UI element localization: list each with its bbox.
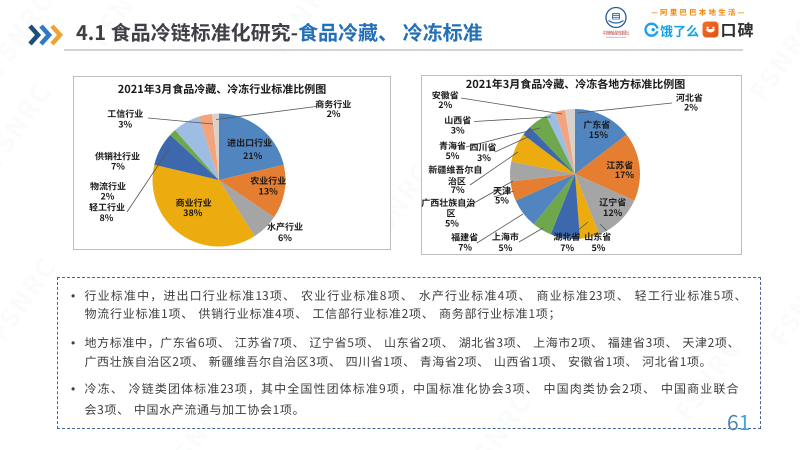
svg-text:21%: 21% (243, 149, 263, 162)
svg-text:物流行业: 物流行业 (90, 179, 126, 192)
svg-text:3%: 3% (451, 123, 465, 136)
svg-text:农业行业: 农业行业 (250, 174, 286, 187)
svg-text:2%: 2% (101, 189, 115, 202)
svg-text:广东省: 广东省 (583, 118, 610, 131)
svg-text:12%: 12% (603, 206, 623, 219)
svg-text:3%: 3% (118, 118, 132, 131)
svg-text:供销社行业: 供销社行业 (95, 150, 140, 163)
svg-text:福建省: 福建省 (451, 231, 478, 244)
svg-text:中国食品安全报社: 中国食品安全报社 (603, 30, 630, 37)
svg-text:安徽省: 安徽省 (432, 88, 459, 101)
svg-text:2%: 2% (327, 107, 341, 120)
svg-text:青海省: 青海省 (439, 139, 466, 152)
svg-text:5%: 5% (445, 217, 459, 230)
svg-text:7%: 7% (451, 183, 465, 196)
svg-text:6%: 6% (278, 231, 292, 244)
svg-text:13%: 13% (259, 185, 279, 198)
svg-text:轻工行业: 轻工行业 (89, 201, 125, 214)
svg-text:5%: 5% (498, 241, 512, 254)
svg-text:上海市: 上海市 (492, 230, 519, 243)
svg-text:5%: 5% (495, 194, 509, 207)
svg-text:7%: 7% (111, 160, 125, 173)
svg-text:湖北省: 湖北省 (553, 230, 580, 243)
svg-text:商务行业: 商务行业 (315, 97, 351, 110)
svg-text:区: 区 (446, 207, 455, 220)
svg-text:进出口行业: 进出口行业 (227, 136, 272, 149)
svg-text:天津: 天津 (493, 184, 511, 197)
svg-text:山西省: 山西省 (444, 114, 471, 127)
svg-text:7%: 7% (458, 241, 472, 254)
svg-text:治区: 治区 (448, 174, 466, 187)
svg-text:江苏省: 江苏省 (606, 158, 633, 171)
svg-text:2%: 2% (438, 98, 452, 111)
svg-text:5%: 5% (592, 241, 606, 254)
svg-text:新疆维吾尔自: 新疆维吾尔自 (428, 163, 482, 176)
svg-text:商业行业: 商业行业 (176, 196, 212, 209)
svg-text:8%: 8% (100, 211, 114, 224)
svg-text:17%: 17% (615, 168, 635, 181)
svg-text:山东省: 山东省 (584, 230, 611, 243)
svg-text:辽宁省: 辽宁省 (599, 196, 626, 209)
svg-text:15%: 15% (589, 128, 609, 141)
svg-text:河北省: 河北省 (676, 91, 703, 104)
svg-text:38%: 38% (183, 206, 203, 219)
svg-text:四川省: 四川省 (469, 141, 496, 154)
svg-text:5%: 5% (446, 149, 460, 162)
svg-text:工信行业: 工信行业 (107, 107, 143, 120)
svg-text:3%: 3% (477, 151, 491, 164)
svg-text:水产行业: 水产行业 (267, 220, 303, 233)
svg-text:7%: 7% (560, 241, 574, 254)
svg-text:2%: 2% (684, 101, 698, 114)
svg-text:广西壮族自治: 广西壮族自治 (421, 196, 475, 209)
